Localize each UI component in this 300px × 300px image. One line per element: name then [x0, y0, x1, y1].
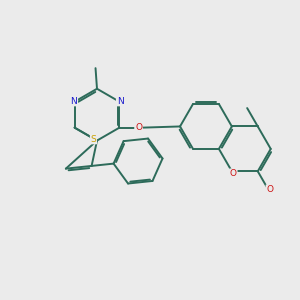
Text: O: O [230, 169, 237, 178]
Text: S: S [91, 135, 96, 144]
Text: O: O [266, 185, 273, 194]
Text: N: N [117, 97, 123, 106]
Text: O: O [135, 123, 142, 132]
Text: N: N [70, 97, 77, 106]
